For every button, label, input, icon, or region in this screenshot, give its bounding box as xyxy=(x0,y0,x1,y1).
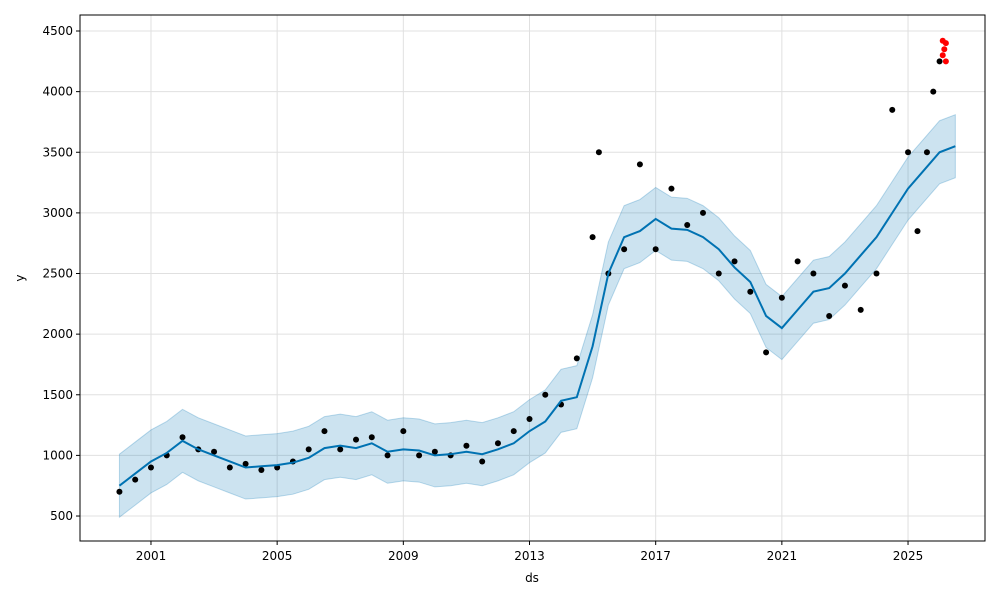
observation xyxy=(778,294,785,301)
x-tick-label: 2009 xyxy=(388,549,419,563)
plot-area xyxy=(116,37,956,519)
y-tick-label: 3000 xyxy=(42,206,73,220)
outlier xyxy=(942,58,949,65)
y-tick-label: 2000 xyxy=(42,327,73,341)
outlier xyxy=(941,46,948,53)
observation xyxy=(715,270,722,277)
observation xyxy=(905,149,912,156)
observation xyxy=(595,149,602,156)
observation xyxy=(573,355,580,362)
observation xyxy=(337,446,344,453)
observation xyxy=(763,349,770,356)
observation xyxy=(242,460,249,467)
observation xyxy=(132,476,139,483)
y-tick-label: 4000 xyxy=(42,85,73,99)
observation xyxy=(747,288,754,295)
observation xyxy=(542,391,549,398)
observation xyxy=(652,246,659,253)
observation xyxy=(826,312,833,319)
observation xyxy=(479,458,486,465)
observation xyxy=(636,161,643,168)
observation xyxy=(914,228,921,235)
uncertainty-band xyxy=(118,113,956,519)
observation xyxy=(226,464,233,471)
x-tick-label: 2017 xyxy=(640,549,671,563)
axes: 2001 2005 2009 2013 2017 2021 2025 500 1000 1500 2… xyxy=(42,24,923,563)
observation xyxy=(431,448,438,455)
observation xyxy=(699,209,706,216)
y-tick-label: 2500 xyxy=(42,267,73,281)
y-tick-label: 500 xyxy=(50,509,73,523)
observation xyxy=(936,58,943,65)
observation xyxy=(116,488,123,495)
x-axis-label: ds xyxy=(525,571,539,585)
observation xyxy=(684,222,691,229)
outlier xyxy=(942,40,949,47)
observation xyxy=(930,88,937,95)
observation xyxy=(841,282,848,289)
x-tick-label: 2013 xyxy=(514,549,545,563)
forecast-line xyxy=(118,145,956,487)
observation xyxy=(179,434,186,441)
grid xyxy=(80,15,985,541)
observation xyxy=(416,452,423,459)
observation xyxy=(889,106,896,113)
observation xyxy=(384,452,391,459)
observation xyxy=(368,434,375,441)
y-tick-label: 1000 xyxy=(42,448,73,462)
x-tick-label: 2025 xyxy=(893,549,924,563)
observation xyxy=(463,442,470,449)
outlier xyxy=(939,52,946,59)
observation xyxy=(621,246,628,253)
observation xyxy=(857,306,864,313)
observation xyxy=(731,258,738,265)
y-axis-label: y xyxy=(13,274,27,281)
frame xyxy=(79,14,986,542)
y-tick-label: 4500 xyxy=(42,24,73,38)
observation xyxy=(258,466,265,473)
observation xyxy=(810,270,817,277)
observation xyxy=(589,234,596,241)
observation xyxy=(147,464,154,471)
x-tick-label: 2001 xyxy=(136,549,167,563)
y-tick-label: 3500 xyxy=(42,145,73,159)
observation xyxy=(211,448,218,455)
observation xyxy=(794,258,801,265)
observation xyxy=(873,270,880,277)
x-tick-label: 2005 xyxy=(262,549,293,563)
observation xyxy=(923,149,930,156)
x-tick-label: 2021 xyxy=(767,549,798,563)
observation xyxy=(510,428,517,435)
observation xyxy=(305,446,312,453)
observation xyxy=(353,436,360,443)
y-tick-label: 1500 xyxy=(42,388,73,402)
observation xyxy=(400,428,407,435)
observation xyxy=(494,440,501,447)
observation xyxy=(526,416,533,423)
observation xyxy=(321,428,328,435)
observation xyxy=(668,185,675,192)
